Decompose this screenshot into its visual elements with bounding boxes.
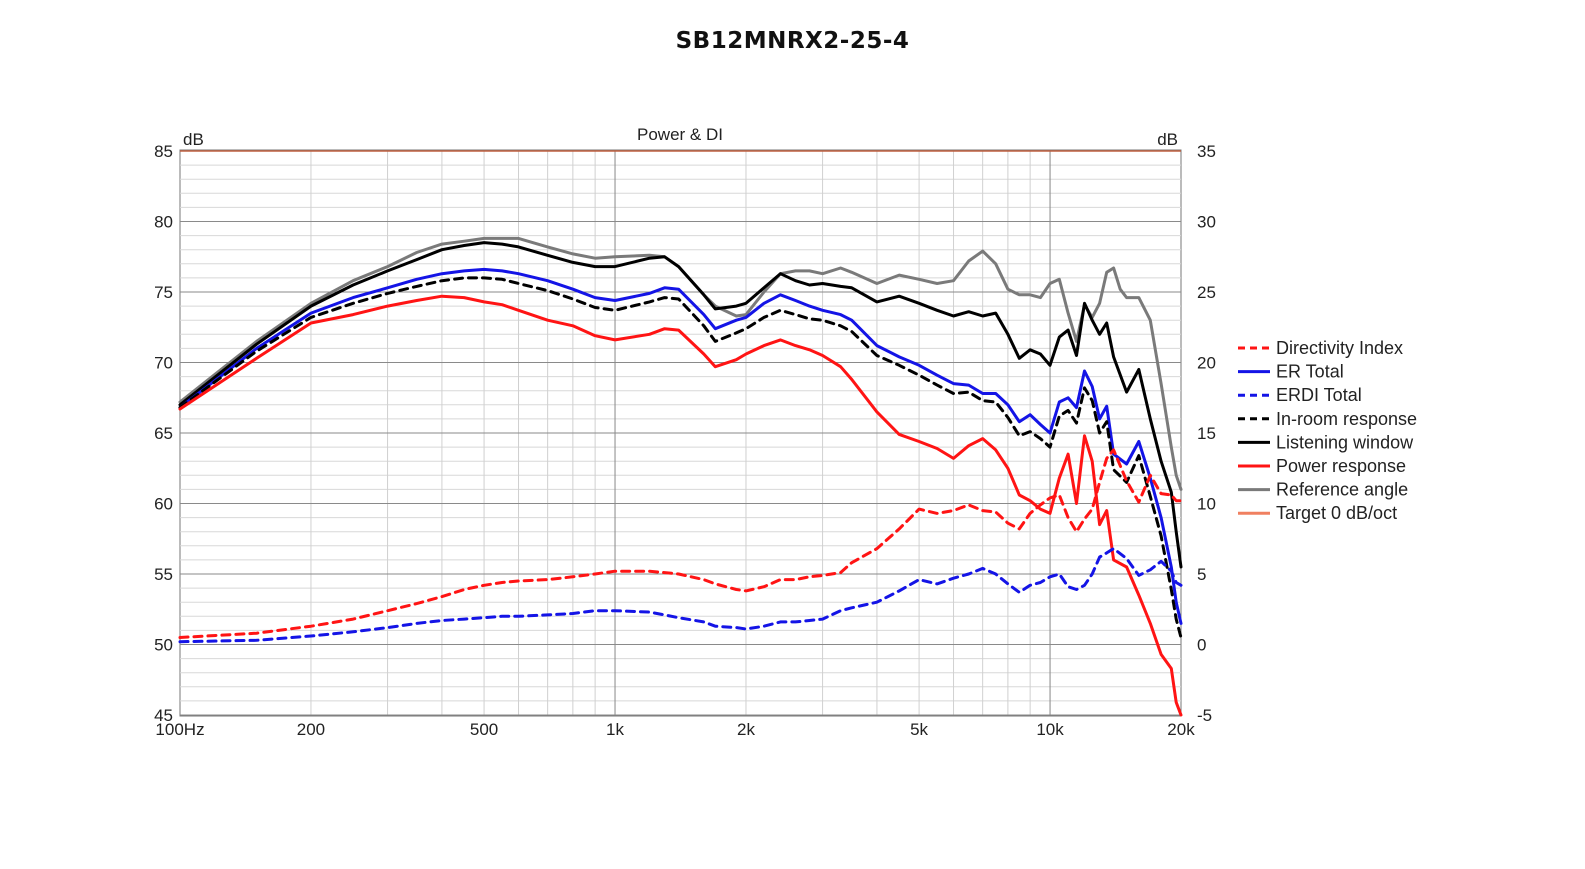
y-left-tick-label: 65 xyxy=(154,424,173,443)
series-erdi-total xyxy=(178,547,1183,644)
left-axis-ticks: 85 80 75 70 65 60 55 50 45 xyxy=(154,142,173,725)
x-tick-label: 1k xyxy=(606,720,624,739)
legend-label: Reference angle xyxy=(1276,480,1408,500)
x-tick-label: 5k xyxy=(910,720,928,739)
y-left-tick-label: 80 xyxy=(154,213,173,232)
x-axis-ticks: 100Hz 200 500 1k 2k 5k 10k 20k xyxy=(155,720,1195,739)
subtitle: Power & DI xyxy=(637,125,723,144)
y-right-tick-label: 35 xyxy=(1197,142,1216,161)
right-axis-ticks: 35 30 25 20 15 10 5 0 -5 xyxy=(1197,142,1216,725)
legend-label: Power response xyxy=(1276,456,1406,476)
legend-label: ER Total xyxy=(1276,362,1344,382)
y-left-tick-label: 85 xyxy=(154,142,173,161)
y-left-tick-label: 50 xyxy=(154,636,173,655)
y-right-tick-label: 15 xyxy=(1197,424,1216,443)
x-tick-label: 2k xyxy=(737,720,755,739)
y-right-tick-label: 0 xyxy=(1197,636,1206,655)
legend-label: ERDI Total xyxy=(1276,385,1362,405)
legend: Directivity Index ER Total ERDI Total In-ro… xyxy=(1238,338,1417,523)
series-in-room-response xyxy=(178,276,1183,639)
series-directivity-index xyxy=(178,448,1183,639)
chart-title: SB12MNRX2-25-4 xyxy=(675,28,910,54)
legend-label: Target 0 dB/oct xyxy=(1276,503,1397,523)
y-right-tick-label: 25 xyxy=(1197,283,1216,302)
x-tick-label: 500 xyxy=(470,720,498,739)
series-er-total xyxy=(178,267,1183,625)
series-layer xyxy=(178,236,1183,717)
y-left-tick-label: 70 xyxy=(154,354,173,373)
x-tick-label: 20k xyxy=(1167,720,1195,739)
y-left-tick-label: 75 xyxy=(154,283,173,302)
legend-label: Listening window xyxy=(1276,432,1414,452)
y-right-tick-label: 10 xyxy=(1197,495,1216,514)
y-right-tick-label: 30 xyxy=(1197,213,1216,232)
series-listening-window xyxy=(178,241,1183,569)
legend-label: Directivity Index xyxy=(1276,338,1403,358)
right-axis-unit: dB xyxy=(1157,130,1178,149)
y-left-tick-label: 60 xyxy=(154,495,173,514)
y-right-tick-label: 5 xyxy=(1197,565,1206,584)
x-tick-label: 10k xyxy=(1036,720,1064,739)
y-left-tick-label: 45 xyxy=(154,706,173,725)
legend-label: In-room response xyxy=(1276,409,1417,429)
x-tick-label: 100Hz xyxy=(155,720,204,739)
series-power-response xyxy=(178,294,1183,717)
y-left-tick-label: 55 xyxy=(154,565,173,584)
x-tick-label: 200 xyxy=(297,720,325,739)
y-right-tick-label: -5 xyxy=(1197,706,1212,725)
series-reference-angle xyxy=(178,236,1183,491)
left-axis-unit: dB xyxy=(183,130,204,149)
y-right-tick-label: 20 xyxy=(1197,354,1216,373)
